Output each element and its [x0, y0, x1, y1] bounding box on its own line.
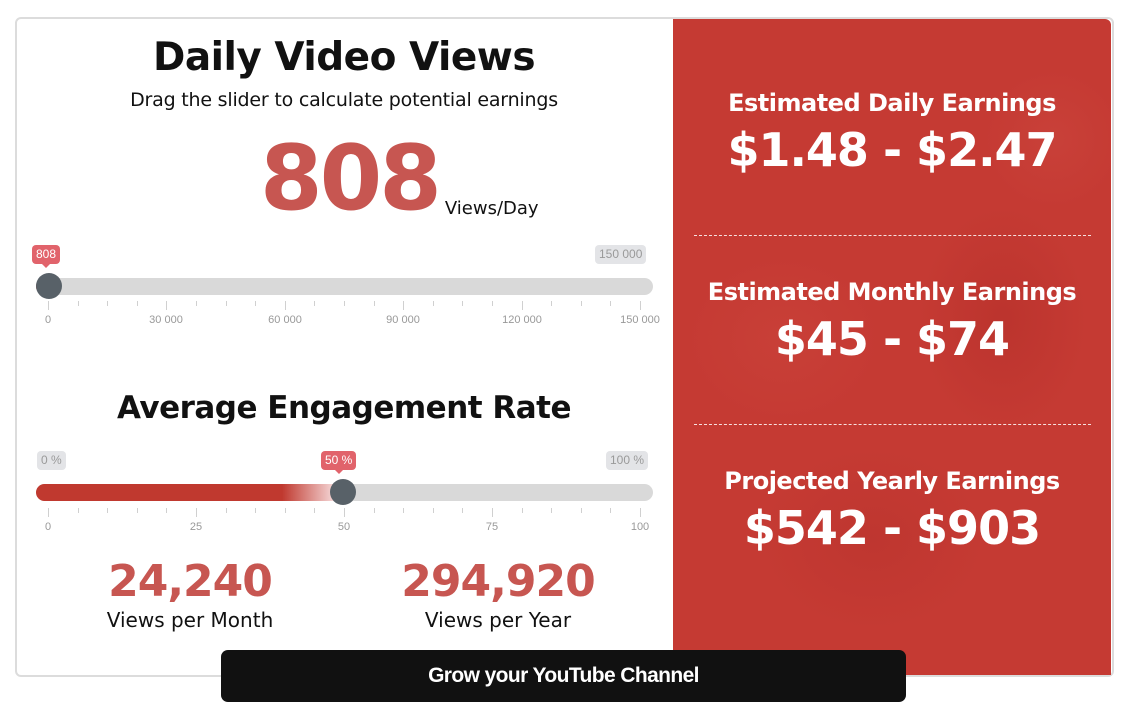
tick-mark [48, 508, 49, 517]
monthly-earnings: Estimated Monthly Earnings $45 - $74 [673, 278, 1111, 366]
tick-label: 50 [337, 521, 351, 533]
tick-mark [255, 508, 257, 513]
tick-mark [344, 301, 345, 306]
tick-mark [166, 508, 168, 513]
monthly-views-value: 24,240 [108, 556, 273, 607]
tick-label: 0 [44, 521, 52, 533]
yearly-earnings-label: Projected Yearly Earnings [724, 467, 1060, 495]
yearly-earnings: Projected Yearly Earnings $542 - $903 [673, 467, 1111, 555]
daily-views-display: 808 Views/Day [260, 129, 539, 229]
slider-max-badge: 150 000 [595, 245, 647, 264]
monthly-earnings-label: Estimated Monthly Earnings [707, 278, 1077, 306]
tick-label: 120 000 [502, 314, 542, 326]
tick-mark [640, 301, 641, 310]
tick-mark [196, 508, 197, 517]
background-photo [673, 19, 1111, 675]
daily-views-value: 808 [260, 126, 442, 231]
tick-label: 30 000 [149, 314, 183, 326]
daily-earnings: Estimated Daily Earnings $1.48 - $2.47 [673, 89, 1111, 177]
yearly-views-value: 294,920 [401, 556, 595, 607]
tick-mark [48, 301, 49, 310]
divider [694, 424, 1091, 425]
tick-mark [136, 301, 138, 306]
tick-label: 100 [630, 521, 650, 533]
tick-mark [107, 508, 109, 513]
tick-mark [462, 508, 464, 513]
tick-mark [492, 301, 493, 306]
slider-current-badge: 50 % [321, 451, 357, 474]
tick-mark [77, 508, 79, 513]
engagement-title: Average Engagement Rate [116, 390, 572, 426]
slider-thumb[interactable] [36, 273, 62, 299]
daily-views-slider[interactable]: 808 150 000 0 30 000 60 000 90 000 120 0… [32, 243, 660, 343]
tick-mark [344, 508, 345, 517]
slider-track[interactable] [36, 278, 653, 295]
tick-mark [255, 301, 257, 306]
tick-label: 25 [189, 521, 203, 533]
slider-thumb[interactable] [330, 479, 356, 505]
tick-mark [462, 301, 464, 306]
tick-mark [580, 508, 582, 513]
tick-label: 60 000 [268, 314, 302, 326]
divider [694, 235, 1091, 236]
yearly-views-label: Views per Year [424, 608, 572, 632]
tick-label: 150 000 [620, 314, 660, 326]
earnings-panel: Estimated Daily Earnings $1.48 - $2.47 E… [673, 19, 1111, 675]
tick-mark [551, 508, 553, 513]
tick-mark [284, 301, 286, 310]
tick-mark [373, 508, 375, 513]
engagement-slider[interactable]: 0 % 50 % 100 % 0 25 50 75 100 [36, 450, 653, 550]
tick-mark [551, 301, 553, 306]
tick-mark [521, 301, 523, 310]
subtitle: Drag the slider to calculate potential e… [130, 89, 558, 111]
tick-mark [492, 508, 493, 517]
tick-mark [314, 508, 316, 513]
tick-label: 0 [44, 314, 52, 326]
grow-channel-button[interactable]: Grow your YouTube Channel [221, 650, 906, 702]
tick-mark [284, 508, 286, 513]
tick-mark [610, 508, 612, 513]
tick-mark [225, 301, 227, 306]
slider-fill [36, 484, 336, 501]
slider-min-badge: 0 % [37, 451, 66, 470]
tick-mark [166, 301, 168, 310]
tick-mark [610, 301, 612, 306]
page-title: Daily Video Views [152, 35, 536, 80]
daily-views-unit: Views/Day [444, 198, 539, 219]
tick-mark [403, 301, 405, 310]
views-panel: Daily Video Views Drag the slider to cal… [15, 17, 673, 677]
daily-earnings-label: Estimated Daily Earnings [728, 89, 1056, 117]
monthly-views-label: Views per Month [106, 608, 274, 632]
tick-mark [77, 301, 79, 306]
tick-mark [432, 301, 434, 306]
tick-mark [580, 301, 582, 306]
slider-current-badge: 808 [32, 245, 61, 268]
monthly-views-stat: 24,240 Views per Month [65, 556, 315, 632]
tick-label: 75 [485, 521, 499, 533]
slider-max-badge: 100 % [606, 451, 649, 470]
yearly-views-stat: 294,920 Views per Year [373, 556, 623, 632]
tick-mark [107, 301, 109, 306]
tick-mark [373, 301, 375, 306]
tick-mark [225, 508, 227, 513]
tick-mark [314, 301, 316, 306]
tick-mark [432, 508, 434, 513]
tick-mark [521, 508, 523, 513]
yearly-earnings-value: $542 - $903 [743, 501, 1041, 555]
tick-mark [136, 508, 138, 513]
monthly-earnings-value: $45 - $74 [774, 312, 1010, 366]
tick-mark [640, 508, 641, 517]
tick-mark [403, 508, 405, 513]
daily-earnings-value: $1.48 - $2.47 [727, 123, 1057, 177]
tick-mark [196, 301, 197, 306]
tick-label: 90 000 [386, 314, 420, 326]
